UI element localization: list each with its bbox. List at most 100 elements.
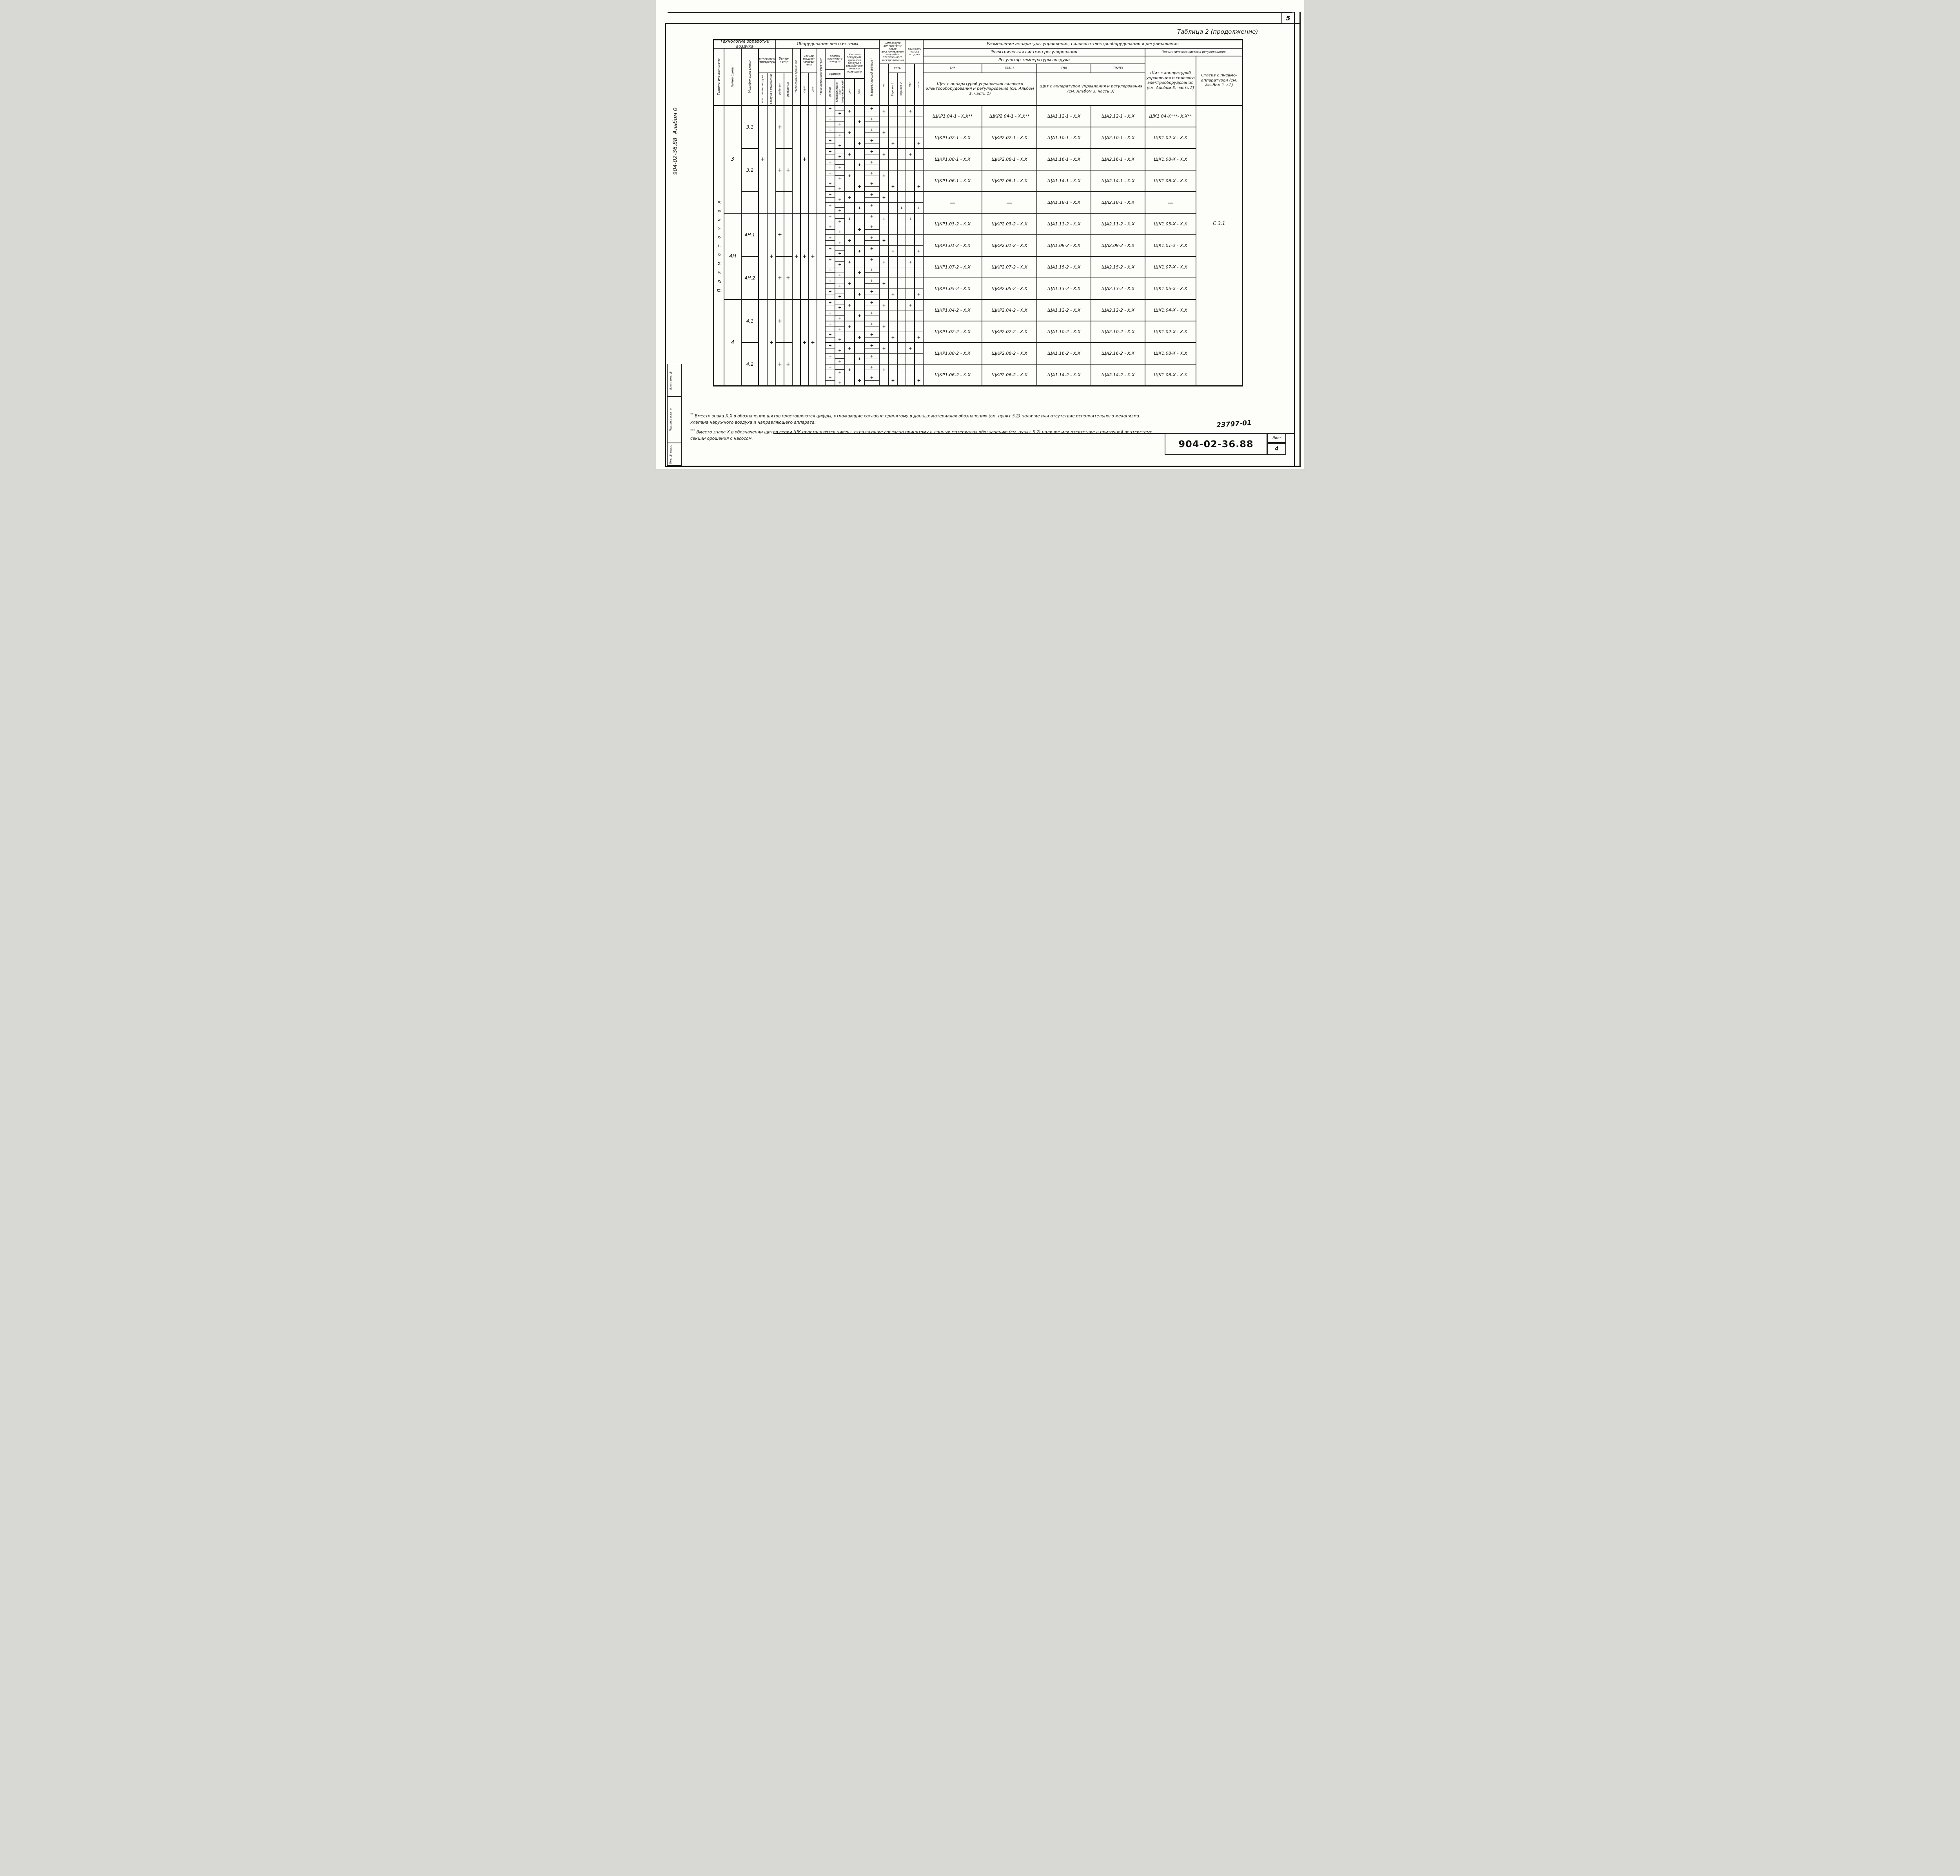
plus-mark: + xyxy=(855,202,864,213)
panel-code-cell: ЩА1.15-2 - Х.Х xyxy=(1037,256,1091,278)
plus-mark: + xyxy=(870,300,874,305)
plus-mark: + xyxy=(908,259,912,265)
half-valve-two: + xyxy=(855,343,864,364)
plus-mark xyxy=(898,343,906,353)
plus-mark: + xyxy=(835,272,844,278)
plus-mark: + xyxy=(889,375,897,385)
plus-mark: + xyxy=(865,375,879,380)
panel-code-cell: ЩА2.13-2 - Х.Х xyxy=(1091,278,1145,299)
plus-mark: + xyxy=(865,181,879,186)
mark-cell-c2: + xyxy=(767,213,776,299)
mod-cell: 4.2 xyxy=(741,343,759,386)
header-variant1: Вариант 1 xyxy=(889,73,897,105)
plus-mark xyxy=(845,181,854,191)
header-heater-pump-label: Насос воздухонагревателя xyxy=(819,58,822,96)
plus-mark: + xyxy=(835,207,844,213)
plus-mark xyxy=(898,353,906,364)
plus-mark xyxy=(855,214,864,224)
panel-code-cell: ЩК1.06-Х - Х.Х xyxy=(1145,364,1196,386)
sheet-number-box: 4 xyxy=(1267,443,1286,455)
plus-mark: + xyxy=(889,181,897,191)
plus-mark: + xyxy=(828,235,832,240)
plus-mark xyxy=(835,149,844,154)
plus-mark xyxy=(865,132,879,138)
plus-mark xyxy=(855,321,864,332)
header-regulator-tn8-1: ТН8 xyxy=(923,64,982,73)
half-valve-two: + xyxy=(855,299,864,321)
stamp-inv-label: Инв. № подл. xyxy=(667,443,674,465)
plus-mark: + xyxy=(826,138,835,143)
header-recirc-valves: Клапаны рециркуля­ционного воздуха с эле… xyxy=(845,48,864,78)
plus-mark: + xyxy=(826,224,835,229)
half-selfstart-no: + xyxy=(879,192,889,213)
header-two-label: две xyxy=(811,87,814,92)
plus-mark xyxy=(835,202,844,207)
plus-mark: + xyxy=(870,127,874,132)
half-valve-two: + xyxy=(855,105,864,127)
half-flow-no xyxy=(906,278,915,299)
plus-mark: + xyxy=(826,202,835,208)
plus-mark: + xyxy=(855,310,864,321)
plus-mark: + xyxy=(889,332,897,342)
plus-mark xyxy=(865,337,879,342)
half-valve-one: + xyxy=(845,105,855,127)
plus-mark xyxy=(826,337,835,342)
panel-code-cell: ЩКР1.08-2 - Х.Х xyxy=(923,343,982,364)
plus-mark: + xyxy=(828,321,832,327)
panel-code-cell: ЩКР1.04-2 - Х.Х xyxy=(923,299,982,321)
half-flow-yes xyxy=(915,343,923,364)
plus-mark xyxy=(826,251,835,256)
plus-mark: + xyxy=(870,149,874,154)
plus-mark: + xyxy=(870,278,874,283)
plus-mark xyxy=(865,251,879,256)
half-valve-two: + xyxy=(855,364,864,386)
plus-mark: + xyxy=(835,283,844,288)
footnote-2-marker: *** xyxy=(690,429,695,433)
plus-mark xyxy=(898,149,906,159)
plus-mark xyxy=(880,202,888,213)
panel-code-cell: ЩА2.09-2 - Х.Х xyxy=(1091,235,1145,256)
ladder-manual: + + xyxy=(825,321,835,343)
plus-mark xyxy=(880,310,888,321)
mark-cell-c6: + xyxy=(800,299,809,386)
plus-mark: + xyxy=(870,106,874,111)
plus-mark xyxy=(915,353,923,364)
panel-code-cell: ЩК1.03-Х - Х.Х xyxy=(1145,213,1196,235)
plus-mark: + xyxy=(908,302,912,308)
page-number-box: 5 xyxy=(1281,12,1295,24)
half-selfstart-no: + xyxy=(879,170,889,192)
mark-cell-c4 xyxy=(784,192,792,213)
panel-code-cell: ЩКР2.01-2 - Х.Х xyxy=(982,235,1037,256)
plus-mark xyxy=(835,214,844,218)
ladder-guide-vane: + + xyxy=(864,105,879,127)
plus-mark: + xyxy=(848,194,852,200)
plus-mark: + xyxy=(915,181,923,191)
plus-mark xyxy=(865,316,879,321)
plus-mark xyxy=(826,305,835,310)
stamp-vzam: Взам. инв. № xyxy=(667,364,682,397)
plus-mark xyxy=(906,235,914,245)
half-variant2 xyxy=(897,321,906,343)
plus-mark: + xyxy=(882,130,886,135)
header-scheme: Технологическая схема xyxy=(714,48,724,105)
plus-mark: + xyxy=(826,353,835,359)
plus-mark xyxy=(865,240,879,245)
plus-mark: + xyxy=(835,154,844,159)
half-selfstart-no: + xyxy=(879,149,889,170)
plus-mark: + xyxy=(889,288,897,299)
header-flow-no-label: нет xyxy=(908,82,912,87)
header-pneumatic-system: Пневматическая система регулирования xyxy=(1145,48,1242,56)
footnote-2: *** Вместо знака Х в обозначении щитов с… xyxy=(690,428,1157,442)
plus-mark xyxy=(835,365,844,369)
ladder-electric: + + xyxy=(835,213,845,235)
panel-code-cell: ЩКР2.04-2 - Х.Х xyxy=(982,299,1037,321)
header-two: две xyxy=(809,73,817,105)
plus-mark xyxy=(898,181,906,191)
mark-cell-c7 xyxy=(809,105,817,213)
mark-cell-c4 xyxy=(784,299,792,343)
plus-mark: + xyxy=(865,245,879,251)
half-variant2 xyxy=(897,213,906,235)
plus-mark xyxy=(826,176,835,181)
frame-top xyxy=(665,23,1300,24)
plus-mark xyxy=(889,278,897,288)
